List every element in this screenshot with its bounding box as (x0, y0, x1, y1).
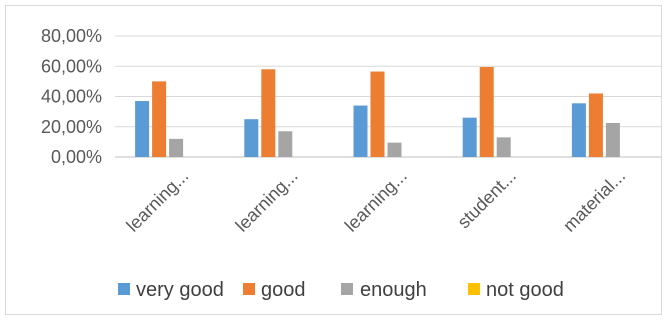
legend: very good good enough not good (118, 279, 564, 301)
legend-swatch (341, 283, 353, 295)
legend-label: not good (486, 279, 564, 301)
bar (496, 137, 511, 157)
bar (135, 101, 150, 157)
bar (152, 81, 167, 157)
bar (261, 69, 276, 157)
legend-swatch (243, 283, 255, 295)
bar (370, 71, 385, 157)
x-tick-label: learning... (122, 166, 192, 236)
y-axis-tick-labels: 0,00% 20,00% 40,00% 60,00% 80,00% (41, 26, 102, 167)
bar (605, 122, 620, 157)
legend-swatch (118, 283, 130, 295)
y-tick-label: 60,00% (41, 56, 102, 76)
legend-swatch (468, 283, 480, 295)
bar (462, 117, 477, 157)
x-tick-label: learning... (232, 166, 302, 236)
x-tick-label: learning... (341, 166, 411, 236)
y-tick-label: 0,00% (51, 147, 102, 167)
bar (571, 103, 586, 157)
y-tick-label: 40,00% (41, 87, 102, 107)
bar (353, 105, 368, 157)
legend-label: good (261, 279, 306, 301)
bar (244, 119, 259, 157)
y-tick-label: 20,00% (41, 117, 102, 137)
bar (588, 93, 603, 157)
bar (278, 131, 293, 157)
chart-area: 0,00% 20,00% 40,00% 60,00% 80,00% learning..… (5, 5, 662, 315)
gridlines (115, 35, 661, 158)
x-axis-tick-labels: learning... learning... learning... student… (122, 166, 629, 236)
legend-label: enough (360, 279, 427, 301)
bar-chart: 0,00% 20,00% 40,00% 60,00% 80,00% learning..… (41, 26, 661, 301)
bar (169, 138, 184, 157)
x-tick-label: student... (454, 166, 521, 233)
bar (479, 67, 494, 157)
bars (135, 67, 620, 157)
bar (387, 142, 402, 157)
x-tick-label: material... (559, 166, 629, 236)
y-tick-label: 80,00% (41, 26, 102, 46)
legend-label: very good (136, 279, 224, 301)
